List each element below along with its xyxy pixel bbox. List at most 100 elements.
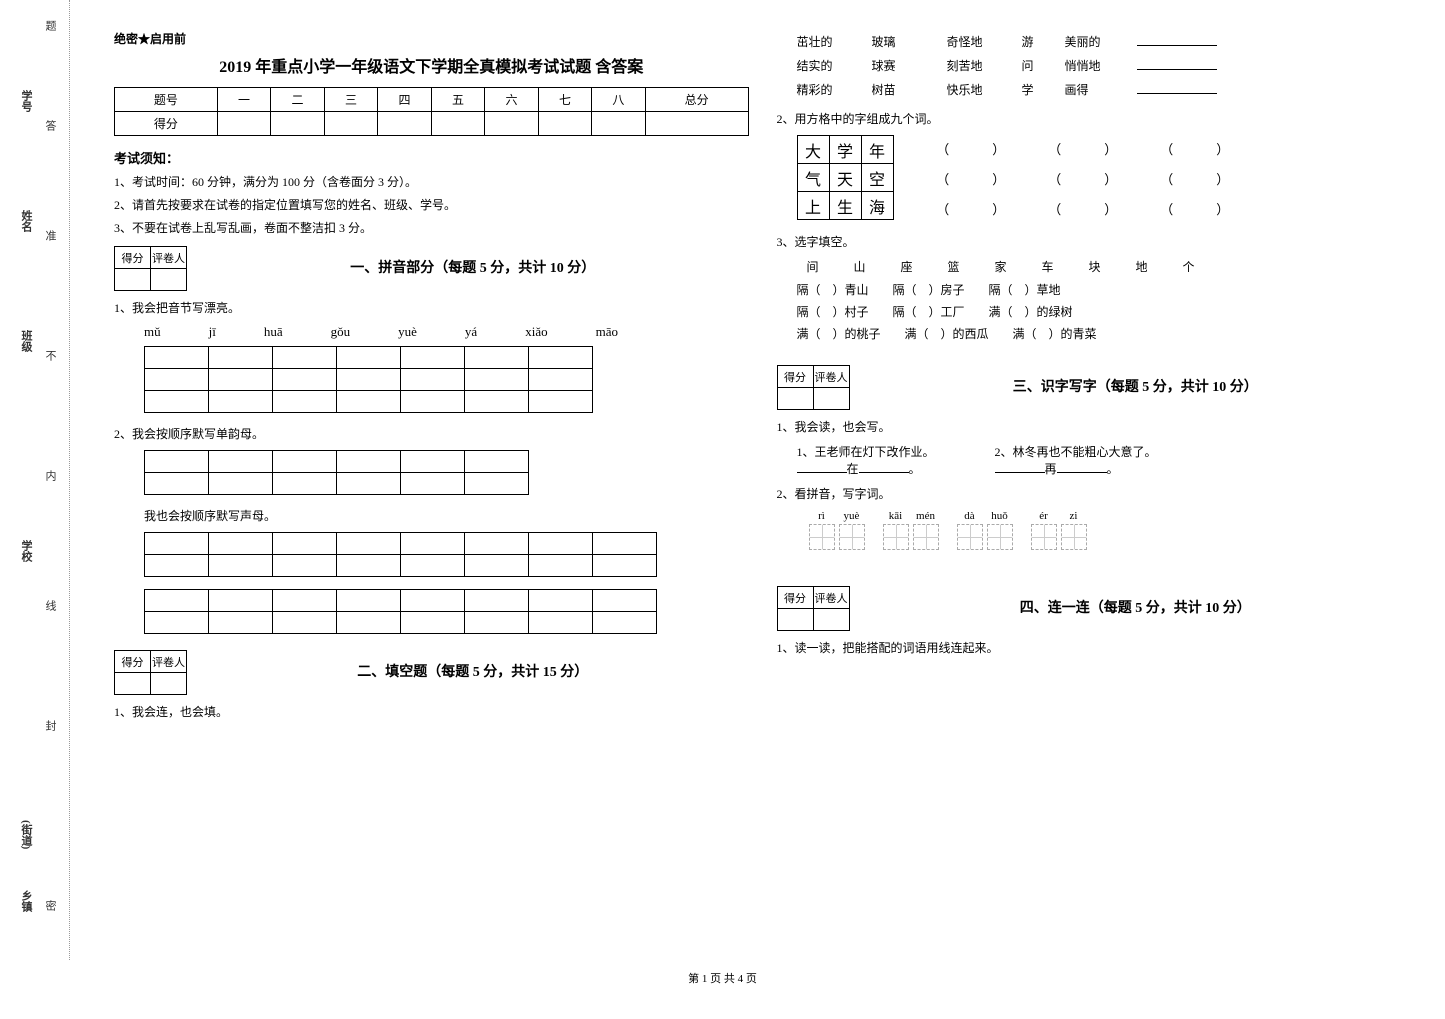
scorebox-label: 得分 (777, 366, 813, 388)
left-column: 绝密★启用前 2019 年重点小学一年级语文下学期全真模拟考试试题 含答案 题号… (100, 30, 763, 950)
sel-word: 家 (995, 258, 1039, 275)
pinyin: mǔ (144, 324, 161, 340)
sel-word: 篮 (948, 258, 992, 275)
sel-word: 座 (901, 258, 945, 275)
match-word: 画得 (1065, 78, 1137, 102)
pinyin: huā (264, 324, 283, 340)
scorebar-head: 五 (431, 88, 484, 112)
scorebar-head: 一 (217, 88, 270, 112)
spine-lbl: 线 (42, 600, 58, 611)
spine-lbl: 班级 (18, 330, 34, 352)
scorebar-head: 三 (324, 88, 377, 112)
secret-label: 绝密★启用前 (114, 30, 749, 47)
sel-word: 地 (1136, 258, 1180, 275)
spine-lbl: (街道) (18, 820, 34, 849)
scorebox-label: 得分 (115, 247, 151, 269)
sel-word: 块 (1089, 258, 1133, 275)
scorebox: 得分评卷人 (114, 650, 187, 695)
grid-cell: 气 (797, 164, 829, 192)
match-word: 快乐地 (947, 78, 1019, 102)
blank-grid-3x7 (144, 346, 593, 413)
score-table: 题号 一 二 三 四 五 六 七 八 总分 得分 (114, 87, 749, 136)
scorebar-head: 二 (271, 88, 324, 112)
section3-title: 三、识字写字（每题 5 分，共计 10 分） (860, 376, 1412, 396)
grid-cell: 海 (861, 192, 893, 220)
spine-lbl: 封 (42, 720, 58, 731)
blank-word: 再 (1045, 462, 1057, 476)
scorebar-head: 七 (538, 88, 591, 112)
spine-lbl: 准 (42, 230, 58, 241)
sec3-q2: 2、看拼音，写字词。 (777, 485, 1412, 502)
sel-word: 个 (1183, 258, 1227, 275)
grid-cell: 学 (829, 136, 861, 164)
instructions-head: 考试须知： (114, 148, 749, 167)
scorebar-head: 总分 (645, 88, 748, 112)
grid-cell: 上 (797, 192, 829, 220)
scorebox: 得分评卷人 (114, 246, 187, 291)
match-word: 球赛 (872, 54, 944, 78)
match-word: 学 (1022, 78, 1062, 102)
scorebox-label: 评卷人 (813, 366, 849, 388)
grid-cell: 大 (797, 136, 829, 164)
match-row: 茁壮的 玻璃 奇怪地 游 美丽的 (777, 30, 1412, 54)
sec1-q1: 1、我会把音节写漂亮。 (114, 299, 749, 316)
section1-title: 一、拼音部分（每题 5 分，共计 10 分） (197, 257, 749, 277)
pinyin: yá (465, 324, 477, 340)
match-word: 问 (1022, 54, 1062, 78)
scorebox-label: 评卷人 (151, 651, 187, 673)
spine-lbl: 学号 (18, 90, 34, 112)
spine-lbl: 姓名 (18, 210, 34, 232)
instruction-item: 2、请首先按要求在试卷的指定位置填写您的姓名、班级、学号。 (114, 196, 749, 213)
sel-word: 间 (807, 258, 851, 275)
grid-cell: 生 (829, 192, 861, 220)
pinyin: xiǎo (525, 324, 547, 340)
paren-answers: （）（）（） （）（）（） （）（）（） (915, 135, 1251, 225)
scorebar-rowhead: 得分 (115, 112, 218, 136)
sec3-q1a: 1、王老师在灯下改作业。 (797, 443, 935, 460)
match-word: 结实的 (797, 54, 869, 78)
scorebar-head: 四 (378, 88, 431, 112)
scorebox-label: 得分 (777, 587, 813, 609)
spine-lbl: 不 (42, 350, 58, 361)
sec3-q1: 1、我会读，也会写。 (777, 418, 1412, 435)
match-word: 精彩的 (797, 78, 869, 102)
scorebar-head: 六 (485, 88, 538, 112)
scorebar-head: 八 (592, 88, 645, 112)
grid-cell: 天 (829, 164, 861, 192)
spine-lbl: 答 (42, 120, 58, 131)
blank-grid-2x6 (144, 450, 529, 495)
pinyin: gǒu (331, 324, 351, 340)
q3-fill-lines: 隔（ ）青山 隔（ ）房子 隔（ ）草地隔（ ）村子 隔（ ）工厂 满（ ）的绿… (777, 279, 1412, 345)
scorebox-label: 得分 (115, 651, 151, 673)
pinyin: yuè (398, 324, 417, 340)
match-word: 美丽的 (1065, 30, 1137, 54)
match-word: 刻苦地 (947, 54, 1019, 78)
sec2-q1: 1、我会连，也会填。 (114, 703, 749, 720)
spine-lbl: 密 (42, 900, 58, 911)
blank-word: 在 (847, 462, 859, 476)
match-word: 游 (1022, 30, 1062, 54)
pinyin: jī (209, 324, 216, 340)
scorebox-label: 评卷人 (151, 247, 187, 269)
sec2-q3: 3、选字填空。 (777, 233, 1412, 250)
match-word: 玻璃 (872, 30, 944, 54)
section4-title: 四、连一连（每题 5 分，共计 10 分） (860, 597, 1412, 617)
scorebar-head: 题号 (115, 88, 218, 112)
instruction-item: 3、不要在试卷上乱写乱画，卷面不整洁扣 3 分。 (114, 219, 749, 236)
section2-title: 二、填空题（每题 5 分，共计 15 分） (197, 661, 749, 681)
tiange-row: rìyuèkāiméndàhuǒérzi (777, 510, 1412, 556)
instructions-list: 1、考试时间：60 分钟，满分为 100 分（含卷面分 3 分）。 2、请首先按… (114, 173, 749, 236)
match-word: 树苗 (872, 78, 944, 102)
match-word: 悄悄地 (1065, 54, 1137, 78)
instruction-item: 1、考试时间：60 分钟，满分为 100 分（含卷面分 3 分）。 (114, 173, 749, 190)
grid-cell: 年 (861, 136, 893, 164)
spine-lbl: 内 (42, 470, 58, 481)
spine-lbl: 题 (42, 20, 58, 31)
scorebox: 得分评卷人 (777, 586, 850, 631)
sel-word: 车 (1042, 258, 1086, 275)
sec3-q1b: 2、林冬再也不能粗心大意了。 (995, 443, 1157, 460)
char-grid: 大学年 气天空 上生海 (797, 135, 894, 220)
spine-lbl: 乡镇 (18, 890, 34, 912)
pinyin: māo (596, 324, 618, 340)
blank-grid-2x8 (144, 532, 657, 577)
